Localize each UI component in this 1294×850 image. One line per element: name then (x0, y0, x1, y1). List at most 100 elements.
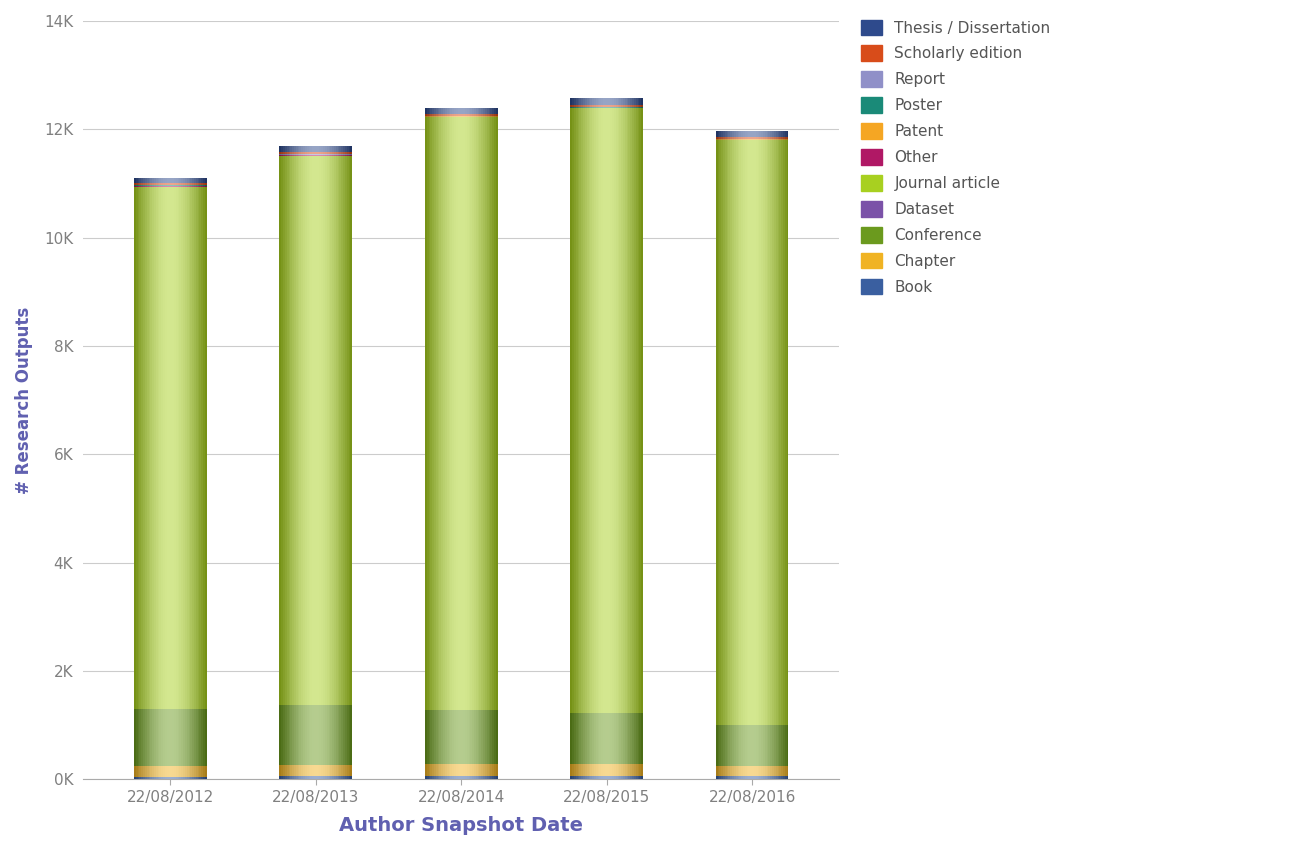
Bar (489, 114, 490, 116)
Bar (333, 764, 334, 777)
Bar (136, 186, 137, 709)
Bar (729, 137, 730, 139)
Bar (458, 114, 459, 116)
Bar (440, 114, 441, 116)
Bar (296, 146, 298, 152)
Bar (431, 108, 432, 114)
Bar (347, 777, 348, 779)
Bar (766, 725, 769, 766)
Bar (487, 776, 489, 779)
Bar (145, 183, 146, 185)
Bar (477, 710, 479, 764)
Bar (311, 777, 312, 779)
Bar (437, 117, 440, 710)
Bar (283, 777, 285, 779)
Bar (203, 709, 204, 766)
Bar (446, 117, 449, 710)
Bar (732, 140, 734, 725)
Bar (765, 140, 766, 725)
Bar (604, 764, 607, 776)
Bar (467, 114, 468, 116)
Bar (431, 776, 432, 779)
Bar (612, 105, 613, 107)
Bar (146, 183, 149, 185)
Bar (607, 713, 608, 764)
Bar (727, 766, 729, 777)
Bar (186, 178, 189, 183)
Bar (483, 108, 485, 114)
Bar (479, 776, 481, 779)
Bar (745, 131, 747, 137)
Bar (163, 766, 164, 777)
Bar (492, 117, 494, 710)
Bar (194, 183, 195, 185)
Bar (476, 776, 477, 779)
Bar (470, 764, 472, 776)
Bar (736, 131, 738, 137)
Bar (716, 725, 718, 766)
Bar (203, 186, 204, 709)
Bar (584, 99, 585, 105)
Bar (176, 777, 177, 779)
Bar (748, 140, 751, 725)
Bar (159, 766, 162, 777)
Bar (316, 777, 317, 779)
Bar (474, 710, 476, 764)
Bar (321, 146, 324, 152)
Bar (467, 764, 468, 776)
Bar (487, 114, 489, 116)
Bar (638, 109, 639, 712)
Bar (154, 183, 155, 185)
Bar (320, 156, 321, 705)
Bar (779, 131, 782, 137)
Bar (182, 777, 185, 779)
Bar (617, 713, 620, 764)
Bar (193, 766, 194, 777)
Bar (489, 108, 490, 114)
Bar (575, 713, 576, 764)
Bar (751, 131, 752, 137)
Bar (602, 776, 603, 779)
Bar (193, 186, 194, 709)
Bar (173, 183, 176, 185)
Bar (145, 186, 146, 709)
Bar (785, 137, 787, 139)
Bar (281, 777, 283, 779)
Bar (595, 109, 598, 712)
Bar (787, 131, 788, 137)
Bar (299, 146, 302, 152)
Bar (445, 117, 446, 710)
Bar (290, 146, 292, 152)
Bar (595, 99, 598, 105)
Bar (763, 140, 765, 725)
Bar (743, 131, 745, 137)
Bar (603, 99, 604, 105)
Bar (729, 766, 730, 777)
Bar (490, 776, 492, 779)
Bar (598, 105, 599, 107)
Bar (463, 108, 465, 114)
Bar (603, 776, 604, 779)
Bar (763, 131, 765, 137)
Bar (760, 766, 761, 777)
Bar (308, 764, 311, 777)
Bar (739, 725, 741, 766)
Bar (298, 777, 299, 779)
Bar (283, 705, 285, 764)
Bar (494, 114, 496, 116)
Bar (630, 99, 633, 105)
Bar (285, 705, 287, 764)
Bar (718, 777, 719, 779)
Bar (483, 776, 485, 779)
Bar (716, 777, 718, 779)
Bar (150, 178, 153, 183)
Bar (307, 764, 308, 777)
Bar (626, 105, 629, 107)
Bar (441, 117, 443, 710)
Bar (333, 777, 334, 779)
Bar (171, 766, 172, 777)
Bar (769, 766, 770, 777)
Bar (485, 764, 487, 776)
Bar (432, 117, 433, 710)
Bar (199, 186, 202, 709)
